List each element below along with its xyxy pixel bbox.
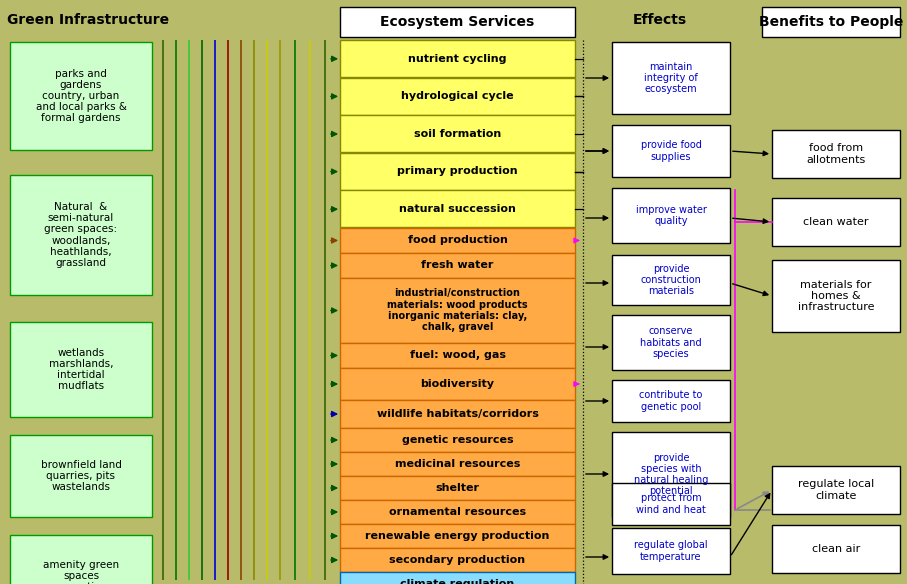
Bar xyxy=(772,525,900,573)
Bar xyxy=(612,42,730,114)
Text: wetlands
marshlands,
intertidal
mudflats: wetlands marshlands, intertidal mudflats xyxy=(49,347,113,391)
Bar xyxy=(10,322,152,417)
Text: nutrient cycling: nutrient cycling xyxy=(408,54,507,64)
Text: fresh water: fresh water xyxy=(422,260,493,270)
Bar xyxy=(612,483,730,525)
Text: Green Infrastructure: Green Infrastructure xyxy=(7,13,169,27)
Bar xyxy=(340,368,575,399)
Text: brownfield land
quarries, pits
wastelands: brownfield land quarries, pits wasteland… xyxy=(41,460,122,492)
Text: regulate global
temperature: regulate global temperature xyxy=(634,540,707,562)
Bar xyxy=(612,432,730,517)
Bar xyxy=(340,572,575,584)
Text: Ecosystem Services: Ecosystem Services xyxy=(380,15,534,29)
Bar xyxy=(612,125,730,177)
Text: secondary production: secondary production xyxy=(389,555,525,565)
Text: improve water
quality: improve water quality xyxy=(636,205,707,226)
Text: medicinal resources: medicinal resources xyxy=(395,459,521,469)
Bar xyxy=(340,190,575,228)
Text: contribute to
genetic pool: contribute to genetic pool xyxy=(639,390,703,412)
Text: natural succession: natural succession xyxy=(399,204,516,214)
Bar xyxy=(10,175,152,295)
Text: renewable energy production: renewable energy production xyxy=(366,531,550,541)
Text: protect from
wind and heat: protect from wind and heat xyxy=(636,493,706,515)
Text: Benefits to People: Benefits to People xyxy=(759,15,903,29)
Text: provide
species with
natural healing
potential: provide species with natural healing pot… xyxy=(634,453,708,496)
Bar xyxy=(612,528,730,574)
Bar xyxy=(10,535,152,584)
Text: climate regulation: climate regulation xyxy=(400,579,514,584)
Bar xyxy=(340,476,575,499)
Text: provide
construction
materials: provide construction materials xyxy=(640,264,701,296)
Text: regulate local
climate: regulate local climate xyxy=(798,479,874,500)
Text: primary production: primary production xyxy=(397,166,518,176)
Text: clean air: clean air xyxy=(812,544,860,554)
Text: parks and
gardens
country, urban
and local parks &
formal gardens: parks and gardens country, urban and loc… xyxy=(35,68,126,123)
Bar xyxy=(340,7,575,37)
Text: industrial/construction
materials: wood products
inorganic materials: clay,
chal: industrial/construction materials: wood … xyxy=(387,288,528,332)
Text: materials for
homes &
infrastructure: materials for homes & infrastructure xyxy=(798,280,874,312)
Text: food from
allotments: food from allotments xyxy=(806,144,865,165)
Bar xyxy=(612,255,730,305)
Bar xyxy=(340,228,575,252)
Text: biodiversity: biodiversity xyxy=(421,379,494,389)
Bar xyxy=(340,40,575,77)
Text: wildlife habitats/corridors: wildlife habitats/corridors xyxy=(376,409,539,419)
Bar xyxy=(340,428,575,451)
Text: Natural  &
semi-natural
green spaces:
woodlands,
heathlands,
grassland: Natural & semi-natural green spaces: woo… xyxy=(44,202,118,268)
Text: amenity green
spaces
recreation
grounds, sports
fields,
neighbourhood: amenity green spaces recreation grounds,… xyxy=(40,559,122,584)
Text: shelter: shelter xyxy=(435,483,480,493)
Bar xyxy=(10,42,152,150)
Text: ornamental resources: ornamental resources xyxy=(389,507,526,517)
Bar xyxy=(340,115,575,152)
Bar xyxy=(612,188,730,243)
Bar xyxy=(340,343,575,367)
Text: food production: food production xyxy=(407,235,507,245)
Bar xyxy=(772,130,900,178)
Bar xyxy=(340,452,575,475)
Bar xyxy=(340,548,575,572)
Text: provide food
supplies: provide food supplies xyxy=(640,140,701,162)
Text: Effects: Effects xyxy=(633,13,688,27)
Bar xyxy=(762,7,900,37)
Text: maintain
integrity of
ecosystem: maintain integrity of ecosystem xyxy=(644,62,697,94)
Bar xyxy=(340,524,575,548)
Text: genetic resources: genetic resources xyxy=(402,434,513,445)
Bar xyxy=(10,435,152,517)
Bar xyxy=(340,278,575,342)
Text: conserve
habitats and
species: conserve habitats and species xyxy=(640,326,702,359)
Bar xyxy=(772,198,900,246)
Bar xyxy=(340,400,575,427)
Bar xyxy=(772,260,900,332)
Bar xyxy=(340,500,575,523)
Bar xyxy=(612,315,730,370)
Bar xyxy=(612,380,730,422)
Bar xyxy=(340,253,575,277)
Text: soil formation: soil formation xyxy=(414,128,502,139)
Bar xyxy=(340,153,575,190)
Text: hydrological cycle: hydrological cycle xyxy=(401,91,513,101)
Text: clean water: clean water xyxy=(804,217,869,227)
Text: fuel: wood, gas: fuel: wood, gas xyxy=(409,350,505,360)
Bar xyxy=(340,78,575,114)
Bar xyxy=(772,466,900,514)
